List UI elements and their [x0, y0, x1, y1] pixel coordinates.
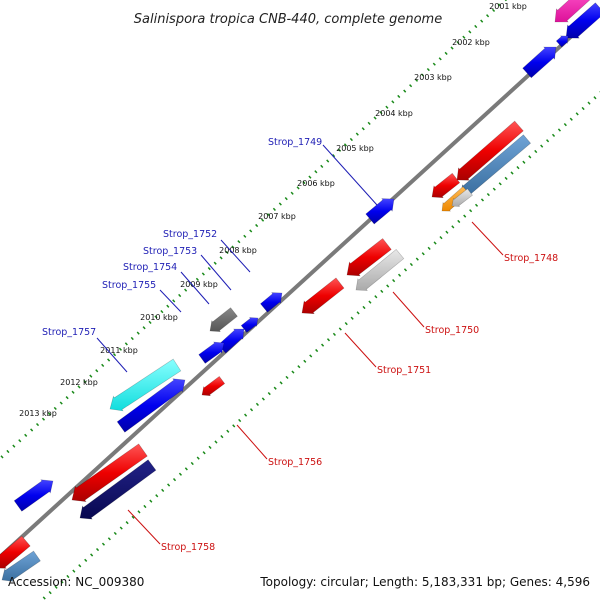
- kbp-tick-labels: 2001 kbp 2002 kbp 2003 kbp 2004 kbp 2005…: [19, 2, 527, 418]
- gene-label[interactable]: Strop_1751: [377, 365, 431, 376]
- gene-label[interactable]: Strop_1756: [268, 457, 322, 468]
- tick-label: 2011 kbp: [100, 346, 138, 355]
- tick-label: 2012 kbp: [60, 378, 98, 387]
- leader-line: [200, 254, 232, 291]
- tick-label: 2010 kbp: [140, 313, 178, 322]
- gene-arrow[interactable]: [554, 0, 591, 23]
- accession-text: Accession: NC_009380: [8, 575, 144, 589]
- leader-line: [344, 332, 377, 368]
- leader-line: [127, 509, 161, 545]
- gene-arrow[interactable]: [0, 535, 31, 569]
- tick-label: 2008 kbp: [219, 246, 257, 255]
- gene-arrow[interactable]: [71, 443, 148, 502]
- gene-arrow[interactable]: [451, 188, 473, 207]
- gene-arrow[interactable]: [116, 378, 186, 433]
- gene-label[interactable]: Strop_1750: [425, 325, 479, 336]
- leader-line: [471, 221, 504, 256]
- gene-arrow[interactable]: [209, 307, 238, 332]
- gene-arrow[interactable]: [355, 248, 405, 291]
- tick-label: 2006 kbp: [297, 179, 335, 188]
- gene-label[interactable]: Strop_1755: [102, 280, 156, 291]
- leader-line: [236, 424, 268, 460]
- tick-label: 2004 kbp: [375, 109, 413, 118]
- gene-label[interactable]: Strop_1757: [42, 327, 96, 338]
- gene-arrow[interactable]: [456, 120, 524, 181]
- gene-arrow[interactable]: [555, 35, 569, 48]
- gene-features: [0, 0, 600, 582]
- gene-arrow[interactable]: [198, 341, 225, 364]
- gene-label[interactable]: Strop_1752: [163, 229, 217, 240]
- gene-labels: Strop_1749 Strop_1752 Strop_1753 Strop_1…: [42, 137, 558, 553]
- gene-arrow[interactable]: [522, 46, 557, 79]
- leader-line: [392, 291, 425, 328]
- tick-label: 2013 kbp: [19, 409, 57, 418]
- ruler-track: [0, 0, 508, 461]
- gene-label[interactable]: Strop_1748: [504, 253, 558, 264]
- gene-arrow[interactable]: [346, 238, 392, 277]
- gene-arrow[interactable]: [1, 550, 41, 582]
- gene-label[interactable]: Strop_1753: [143, 246, 197, 257]
- leader-line: [322, 144, 378, 206]
- genome-summary-text: Topology: circular; Length: 5,183,331 bp…: [259, 575, 590, 589]
- gene-label[interactable]: Strop_1749: [268, 137, 322, 148]
- genome-backbone: [0, 7, 600, 560]
- tick-label: 2003 kbp: [414, 73, 452, 82]
- tick-label: 2007 kbp: [258, 212, 296, 221]
- label-leader-lines: [96, 144, 504, 545]
- leader-line: [220, 239, 251, 273]
- gene-arrow[interactable]: [240, 317, 259, 333]
- gene-label[interactable]: Strop_1754: [123, 262, 177, 273]
- leader-line: [180, 271, 210, 305]
- leader-line: [96, 337, 128, 373]
- gene-arrow[interactable]: [13, 479, 54, 512]
- tick-label: 2001 kbp: [489, 2, 527, 11]
- gene-arrow[interactable]: [260, 292, 283, 313]
- gene-arrow[interactable]: [431, 172, 461, 199]
- leader-line: [159, 289, 182, 313]
- gene-arrow[interactable]: [365, 198, 395, 225]
- gene-arrow[interactable]: [79, 459, 157, 520]
- map-title: Salinispora tropica CNB-440, complete ge…: [134, 12, 442, 27]
- gene-arrow[interactable]: [109, 358, 182, 412]
- tick-label: 2005 kbp: [336, 144, 374, 153]
- gene-label[interactable]: Strop_1758: [161, 542, 215, 553]
- tick-label: 2002 kbp: [452, 38, 490, 47]
- tick-label: 2009 kbp: [180, 280, 218, 289]
- gene-arrow[interactable]: [201, 375, 226, 397]
- gene-arrow[interactable]: [301, 277, 345, 315]
- gene-arrow[interactable]: [565, 2, 600, 39]
- gene-arrow[interactable]: [217, 328, 245, 354]
